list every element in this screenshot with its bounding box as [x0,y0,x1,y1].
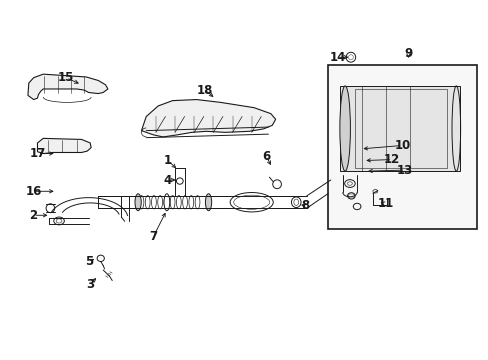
Text: 14: 14 [329,51,346,64]
Ellipse shape [170,195,175,209]
Text: 9: 9 [404,47,412,60]
Ellipse shape [183,195,187,209]
Ellipse shape [158,195,162,209]
Ellipse shape [195,195,200,209]
Text: 12: 12 [383,153,399,166]
Text: 8: 8 [301,199,309,212]
Bar [354,89,446,168]
Text: 17: 17 [29,147,45,160]
Ellipse shape [230,193,273,212]
Ellipse shape [176,195,181,209]
Text: 11: 11 [377,198,393,211]
Text: 4: 4 [163,174,172,186]
Ellipse shape [151,195,156,209]
Ellipse shape [145,195,150,209]
Text: 16: 16 [25,185,42,198]
Text: 7: 7 [149,230,157,243]
Polygon shape [141,100,275,137]
Ellipse shape [163,194,169,211]
Text: 6: 6 [262,149,270,162]
Ellipse shape [135,194,141,211]
Text: 10: 10 [394,139,410,152]
Polygon shape [28,74,108,100]
Bar [340,86,459,171]
Text: 3: 3 [86,278,94,291]
Text: 13: 13 [396,164,412,177]
Ellipse shape [205,194,211,211]
Text: 15: 15 [58,71,74,84]
Text: 1: 1 [163,154,172,167]
Text: 18: 18 [197,84,213,96]
Text: 2: 2 [29,209,38,222]
Ellipse shape [188,195,193,209]
Polygon shape [38,138,91,154]
Text: 5: 5 [84,255,93,268]
Ellipse shape [139,195,143,209]
Bar [328,66,476,229]
Ellipse shape [176,178,183,184]
Ellipse shape [163,195,168,209]
Ellipse shape [339,86,350,171]
